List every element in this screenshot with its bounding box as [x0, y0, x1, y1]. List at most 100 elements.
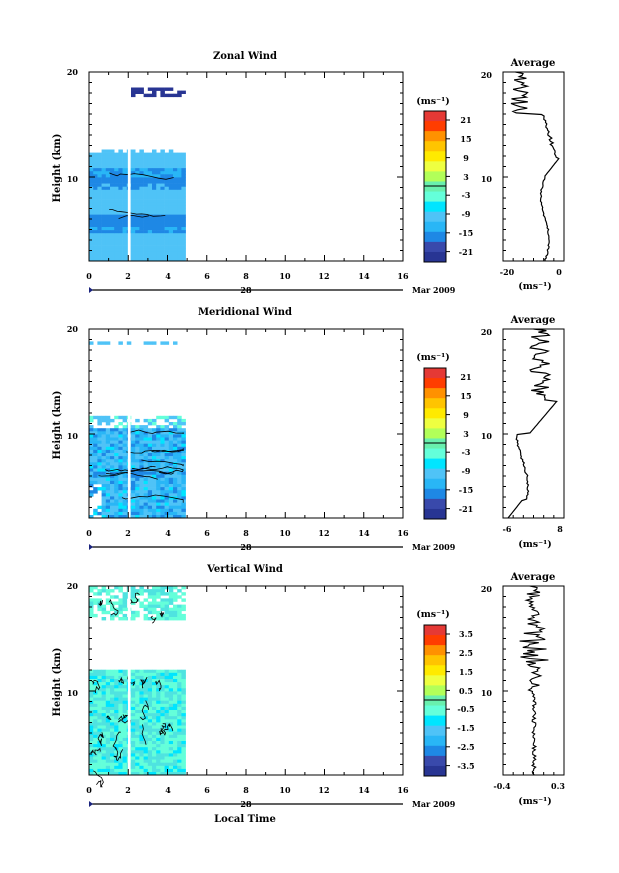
- colorbar-tick: 21: [460, 115, 471, 125]
- colorbar-tick: -9: [462, 466, 471, 476]
- date-tick-label: 28: [240, 285, 252, 295]
- colorbar-tick: 3: [463, 429, 469, 439]
- heatmap-data: [89, 87, 186, 262]
- colorbar-tick: -0.5: [457, 704, 474, 714]
- profile-y-tick: 20: [481, 70, 493, 80]
- x-tick-label: 14: [358, 271, 370, 281]
- x-axis-label: Local Time: [214, 814, 276, 825]
- colorbar-tick: -9: [462, 209, 471, 219]
- profile-unit: (ms⁻¹): [518, 796, 552, 807]
- colorbar-tick: 1.5: [459, 667, 473, 677]
- heatmap-data: [89, 586, 186, 788]
- date-axis: 28 Mar 2009: [89, 799, 456, 809]
- x-tick-label: 10: [279, 528, 291, 538]
- profile-y-tick: 20: [481, 327, 493, 337]
- colorbar-tick: 21: [460, 372, 471, 382]
- x-tick-label: 6: [204, 271, 210, 281]
- profile-x-tick: 0.3: [551, 781, 565, 791]
- date-label: Mar 2009: [412, 542, 456, 552]
- profile-x-tick: 0: [556, 267, 562, 277]
- y-axis-label: Height (km): [52, 391, 63, 460]
- profile-y-tick: 10: [481, 431, 493, 441]
- x-tick-label: 14: [358, 785, 370, 795]
- profile-y-tick: 10: [481, 174, 493, 184]
- x-tick-label: 2: [125, 271, 131, 281]
- heatmap-axes: [88, 71, 404, 262]
- panel-title: Meridional Wind: [198, 307, 292, 318]
- profile-y-tick: 20: [481, 584, 493, 594]
- profile-title: Average: [510, 58, 556, 69]
- colorbar-tick: 3: [463, 172, 469, 182]
- profile-x-tick: -6: [503, 524, 512, 534]
- profile-title: Average: [510, 572, 556, 583]
- x-tick-label: 4: [165, 271, 171, 281]
- colorbar-tick: -3: [462, 190, 471, 200]
- colorbar-tick: -3.5: [457, 761, 474, 771]
- colorbar-tick: -15: [459, 228, 473, 238]
- colorbar-tick: 2.5: [459, 648, 473, 658]
- profile-title: Average: [510, 315, 556, 326]
- colorbar-tick: -21: [459, 504, 473, 514]
- date-label: Mar 2009: [412, 285, 456, 295]
- date-tick-label: 28: [240, 799, 252, 809]
- colorbar-tick: 15: [460, 391, 471, 401]
- colorbar-tick: 9: [463, 410, 469, 420]
- panel-zonal-wind: Zonal Wind 20 10 Height (km) 0 2 4 6 8 1…: [52, 51, 565, 295]
- x-tick-label: 6: [204, 785, 210, 795]
- colorbar: (ms⁻¹) 21 15 9 3 -3 -9 -15 -21: [416, 96, 473, 263]
- heatmap-data: [89, 341, 186, 519]
- x-tick-label: 4: [165, 785, 171, 795]
- colorbar-unit: (ms⁻¹): [416, 352, 450, 363]
- average-profile: Average 20 10 -20 0 (ms⁻¹): [481, 58, 565, 292]
- profile-unit: (ms⁻¹): [518, 281, 552, 292]
- colorbar-tick: -3: [462, 447, 471, 457]
- x-tick-label: 2: [125, 528, 131, 538]
- profile-x-tick: -20: [500, 267, 515, 277]
- heatmap-axes: [88, 328, 404, 519]
- colorbar-tick: -21: [459, 247, 473, 257]
- x-tick-label: 6: [204, 528, 210, 538]
- x-tick-label: 10: [279, 785, 291, 795]
- x-tick-label: 2: [125, 785, 131, 795]
- x-tick-label: 0: [86, 528, 92, 538]
- panel-vertical-wind: Vertical Wind 20 10 Height (km) 0 2 4 6 …: [52, 564, 565, 825]
- average-profile: Average 20 10 -0.4 0.3 (ms⁻¹): [481, 572, 566, 807]
- x-tick-label: 8: [243, 528, 249, 538]
- heatmap-axes: [88, 585, 404, 776]
- y-tick-label: 20: [67, 324, 79, 334]
- y-tick-label: 10: [67, 174, 79, 184]
- panel-meridional-wind: Meridional Wind 20 10 Height (km) 0 2 4 …: [52, 307, 565, 552]
- x-tick-label: 16: [397, 271, 409, 281]
- panel-title: Vertical Wind: [206, 564, 283, 575]
- x-tick-label: 10: [279, 271, 291, 281]
- x-tick-label: 8: [243, 271, 249, 281]
- x-tick-label: 12: [318, 271, 329, 281]
- colorbar-unit: (ms⁻¹): [416, 609, 450, 620]
- x-tick-label: 14: [358, 528, 370, 538]
- y-tick-label: 10: [67, 431, 79, 441]
- x-tick-label: 8: [243, 785, 249, 795]
- date-axis: 28 Mar 2009: [89, 285, 456, 295]
- date-axis: 28 Mar 2009: [89, 542, 456, 552]
- colorbar-tick: -15: [459, 485, 473, 495]
- panel-title: Zonal Wind: [213, 51, 277, 62]
- colorbar-tick: -2.5: [457, 742, 474, 752]
- average-profile: Average 20 10 -6 8 (ms⁻¹): [481, 315, 565, 550]
- colorbar-tick: 15: [460, 134, 471, 144]
- colorbar-tick: 9: [463, 153, 469, 163]
- x-tick-label: 0: [86, 271, 92, 281]
- y-axis-label: Height (km): [52, 648, 63, 717]
- x-tick-label: 4: [165, 528, 171, 538]
- y-tick-label: 10: [67, 688, 79, 698]
- x-tick-label: 0: [86, 785, 92, 795]
- x-tick-label: 16: [397, 785, 409, 795]
- colorbar-tick: -1.5: [457, 723, 474, 733]
- date-tick-label: 28: [240, 542, 252, 552]
- colorbar: (ms⁻¹) 21 15 9 3 -3 -9 -15 -21: [416, 352, 473, 520]
- colorbar-tick: 3.5: [459, 629, 473, 639]
- x-tick-label: 12: [318, 785, 329, 795]
- x-tick-label: 12: [318, 528, 329, 538]
- colorbar-unit: (ms⁻¹): [416, 96, 450, 107]
- y-axis-label: Height (km): [52, 134, 63, 203]
